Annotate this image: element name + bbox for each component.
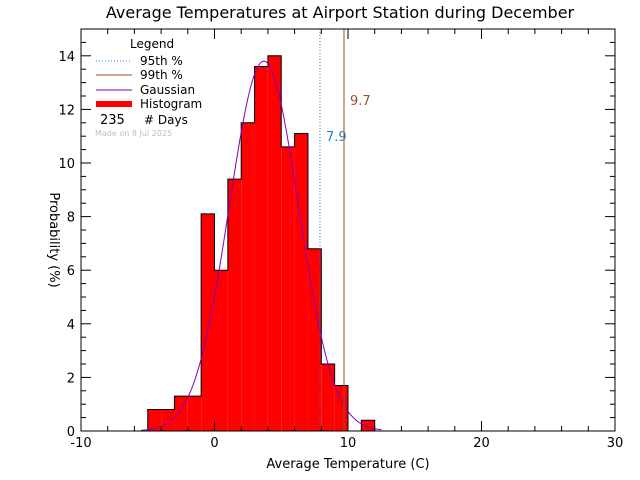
histogram-bar-9	[267, 55, 282, 432]
x-tick-label: 30	[607, 436, 624, 451]
legend-label-histogram: Histogram	[140, 97, 202, 111]
histogram-bar-5	[214, 270, 228, 431]
histogram-bar-4	[201, 213, 215, 431]
y-tick-label: 8	[67, 211, 75, 226]
histogram-bar-3	[187, 396, 202, 431]
y-tick-label: 0	[67, 425, 75, 440]
y-tick-label: 12	[58, 103, 75, 118]
gaussian-curve	[141, 60, 382, 431]
x-tick-label: 0	[210, 436, 218, 451]
histogram-bar-14	[334, 385, 348, 431]
x-tick-label: 10	[340, 436, 357, 451]
histogram-bar-16	[361, 420, 375, 431]
x-tick-label: 20	[473, 436, 490, 451]
legend-label-gaussian: Gaussian	[140, 83, 195, 97]
chart-title: Average Temperatures at Airport Station …	[106, 3, 575, 22]
y-tick-label: 4	[67, 318, 75, 333]
y-tick-label: 10	[58, 157, 75, 172]
histogram-bar-13	[321, 364, 335, 431]
x-axis-label: Average Temperature (C)	[266, 457, 429, 472]
histogram-bar-11	[294, 133, 308, 431]
y-tick-label: 2	[67, 371, 75, 386]
histogram-bar-10	[281, 146, 295, 432]
x-tick-label: -10	[70, 436, 91, 451]
legend-label-99th: 99th %	[140, 68, 183, 82]
made-on-note: Made on 8 Jul 2025	[95, 129, 172, 138]
legend-title: Legend	[130, 37, 174, 51]
legend-days-label: # Days	[144, 113, 188, 127]
legend-days-count: 235	[100, 113, 125, 128]
histogram-bar-0	[147, 409, 162, 431]
histogram-bar-12	[307, 248, 322, 431]
histogram-bar-6	[227, 179, 242, 431]
histogram-bar-7	[241, 122, 255, 432]
y-tick-label: 6	[67, 264, 75, 279]
percentile-label-95th: 7.9	[326, 130, 347, 145]
y-axis-label: Probability (%)	[46, 192, 61, 287]
plot-area: 7.9 9.7	[141, 29, 382, 432]
percentile-label-99th: 9.7	[350, 94, 371, 109]
legend: Legend 95th % 99th % Gaussian Histogram …	[95, 37, 202, 138]
histogram-outline	[147, 55, 376, 432]
legend-label-95th: 95th %	[140, 54, 183, 68]
legend-swatch-histogram	[96, 101, 132, 107]
histogram-bar-1	[161, 409, 175, 431]
y-tick-label: 14	[58, 50, 75, 65]
histogram-bar-8	[254, 66, 268, 432]
